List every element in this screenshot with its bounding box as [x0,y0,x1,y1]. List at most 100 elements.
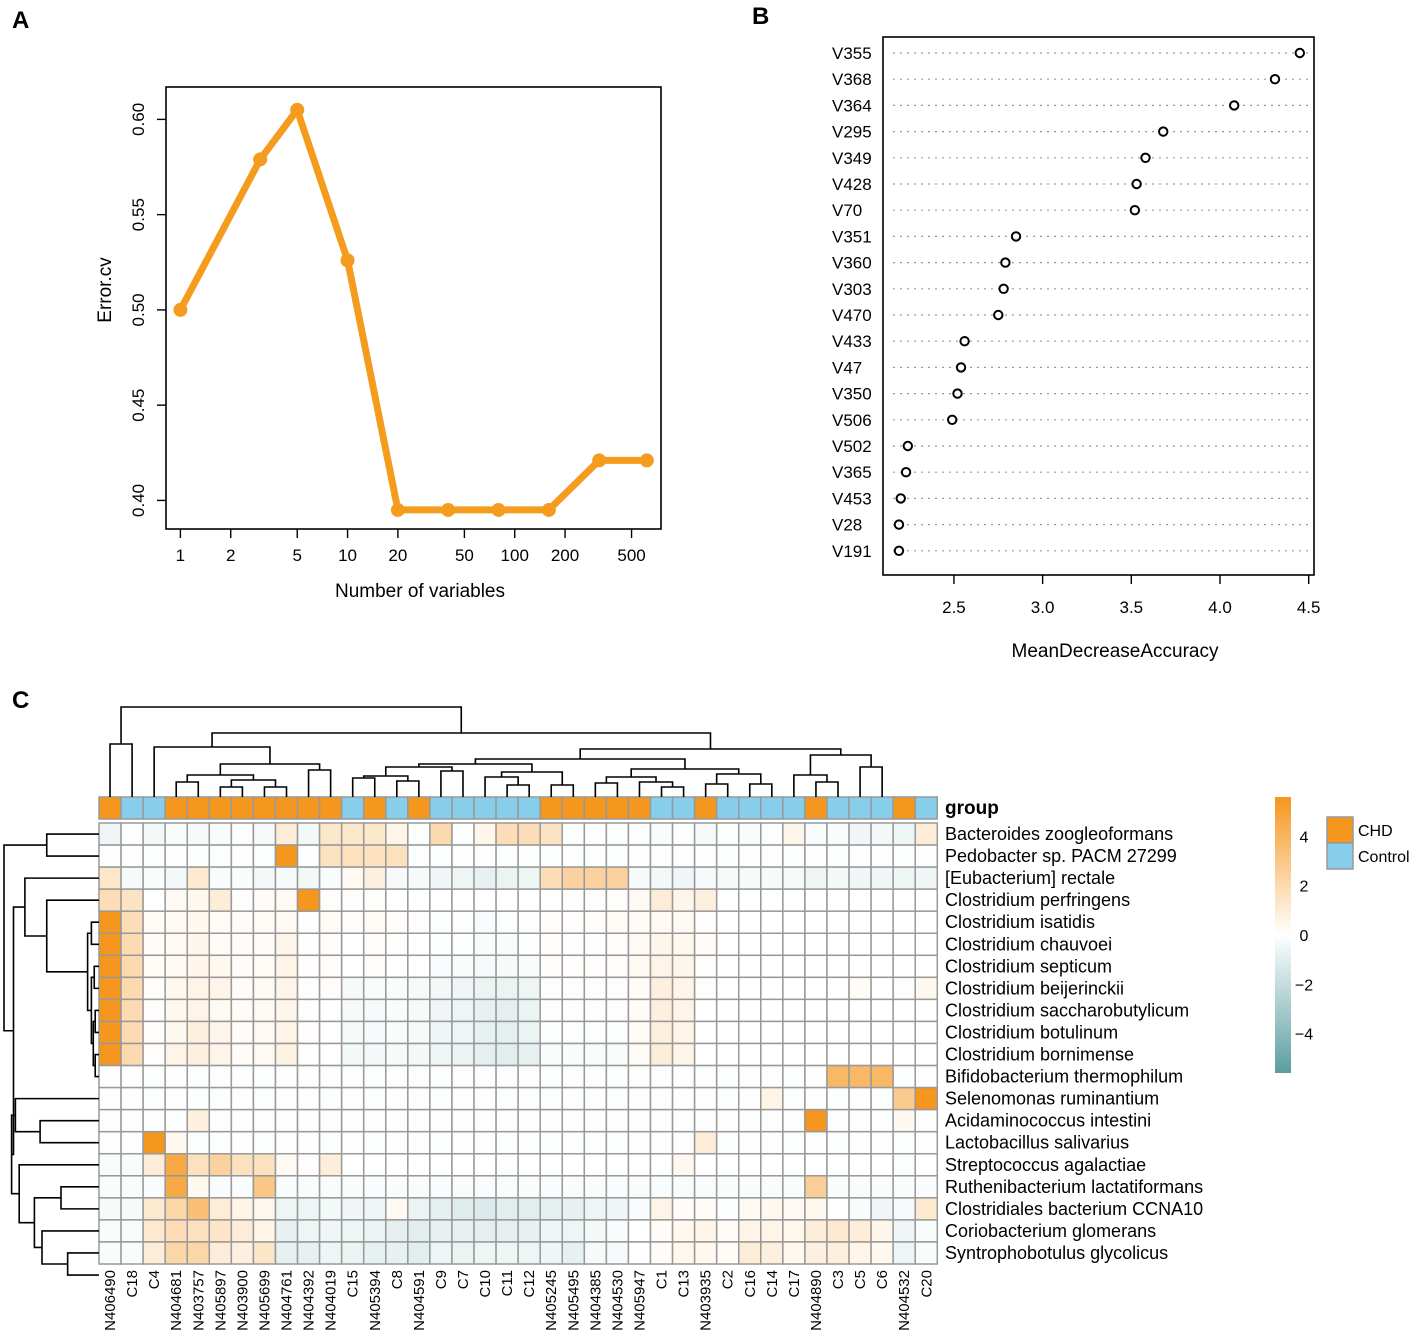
heatmap-cell [274,1108,299,1133]
panel-b-plot-frame [882,36,1315,576]
heatmap-cell [407,1064,431,1089]
heatmap-cell [760,976,784,1001]
column-dendrogram-branch [230,779,277,787]
heatmap-cell [186,1086,211,1111]
heatmap-cell [715,910,740,935]
heatmap-cell [296,1197,321,1221]
row-dendrogram-branch [92,1020,96,1067]
column-dendrogram-branch [809,754,872,775]
heatmap-cell [98,866,122,890]
heatmap-cell [252,822,277,846]
heatmap-cell [98,1042,122,1067]
heatmap-cell [892,888,916,912]
heatmap-cell [539,976,564,1001]
heatmap-cell [583,910,608,935]
panel-b-data-point [893,545,905,556]
panel-b-category-label: V453 [832,489,872,508]
heatmap-cell [429,910,453,935]
heatmap-cell [318,998,343,1023]
heatmap-cell [296,998,321,1023]
heatmap-row-label: Clostridiales bacterium CCNA10 [945,1199,1203,1219]
heatmap-cell [142,1086,166,1111]
heatmap-column-label: C17 [786,1270,803,1298]
heatmap-cell [362,1086,387,1111]
heatmap-cell [296,910,321,935]
heatmap-cell [385,888,409,912]
heatmap-column-label: N405897 [212,1270,229,1331]
row-dendrogram-branch [18,1163,99,1224]
heatmap-cell [142,998,166,1023]
heatmap-cell [715,1130,740,1155]
heatmap-cell [804,1086,828,1111]
heatmap-cell [362,932,387,957]
heatmap-cell [98,1064,122,1089]
heatmap-cell [451,844,475,868]
panel-a-plot-frame [165,86,662,530]
panel-a-data-point [340,253,355,268]
heatmap-cell [407,910,431,935]
heatmap-cell [848,1108,872,1133]
heatmap-cell [274,1130,299,1155]
panel-b-data-point [902,440,914,452]
heatmap-cell [605,1130,630,1155]
group-annotation-cell [914,796,939,820]
heatmap-cell [627,1241,652,1265]
heatmap-cell [340,976,365,1001]
heatmap-cell [318,844,343,868]
heatmap-cell [782,1086,806,1111]
heatmap-cell [892,976,916,1001]
heatmap-cell [605,1086,630,1111]
column-dendrogram-branch [474,758,686,769]
heatmap-cell [495,1020,519,1045]
panel-a-x-tick-label: 2 [226,546,235,565]
heatmap-cell [318,1197,343,1221]
panel-b-data-point [1010,231,1022,242]
heatmap-cell [804,844,828,868]
heatmap-cell [164,822,188,846]
heatmap-cell [605,1108,630,1133]
heatmap-cell [561,1197,586,1221]
heatmap-cell [649,1241,674,1265]
heatmap-cell [737,954,762,979]
panel-b-data-point [952,388,963,399]
heatmap-cell [208,1219,233,1243]
heatmap-cell [296,866,321,890]
heatmap-cell [429,1197,453,1221]
heatmap-cell [627,866,652,890]
heatmap-cell [892,822,916,846]
heatmap-cell [340,1108,365,1133]
heatmap-cell [583,1153,608,1177]
heatmap-cell [605,844,630,868]
heatmap-cell [671,866,696,890]
heatmap-cell [737,1175,762,1199]
heatmap-cell [561,1130,586,1155]
heatmap-cell [760,932,784,957]
heatmap-cell [451,888,475,912]
heatmap-column-label: N404385 [587,1270,604,1331]
heatmap-cell [252,1241,277,1265]
heatmap-cell [627,910,652,935]
legend-swatch [1326,816,1354,844]
row-dendrogram-branch [94,1053,99,1078]
heatmap-cell [451,976,475,1001]
heatmap-cell [737,910,762,935]
heatmap-cell [274,932,299,957]
heatmap-cell [230,954,255,979]
heatmap-cell [583,1064,608,1089]
heatmap-cell [186,1197,211,1221]
heatmap-cell [208,954,233,979]
heatmap-cell [296,1175,321,1199]
heatmap-cell [561,1020,586,1045]
heatmap-row-label: Clostridium bornimense [945,1045,1134,1065]
heatmap-cell [274,1241,299,1265]
heatmap-cell [208,1064,233,1089]
heatmap-cell [649,910,674,935]
heatmap-cell [649,1130,674,1155]
heatmap-cell [517,1197,541,1221]
heatmap-cell [473,1197,497,1221]
panel-a-x-tick-label: 5 [293,546,302,565]
heatmap-cell [230,1241,255,1265]
panel-label-a: A [12,7,29,34]
heatmap-cell [120,844,144,868]
heatmap-cell [164,866,188,890]
